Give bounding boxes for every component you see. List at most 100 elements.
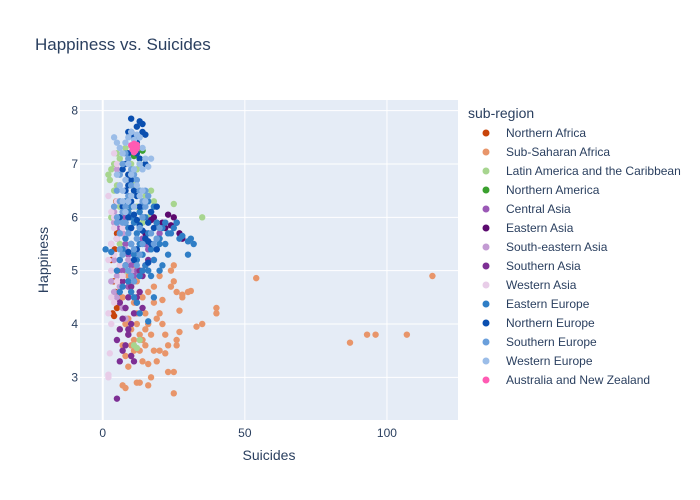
legend-item[interactable]: Western Europe [482, 354, 593, 368]
data-point[interactable] [113, 187, 121, 194]
data-point[interactable] [133, 299, 141, 306]
data-point[interactable] [119, 347, 126, 354]
data-point[interactable] [116, 230, 123, 237]
data-point[interactable] [113, 160, 121, 168]
data-point[interactable] [145, 360, 152, 368]
data-point[interactable] [127, 176, 135, 184]
legend-item[interactable]: Southern Asia [482, 259, 582, 273]
data-point[interactable] [113, 272, 121, 280]
data-point[interactable] [113, 278, 121, 285]
data-point[interactable] [127, 192, 135, 200]
data-point[interactable] [119, 224, 126, 232]
data-point[interactable] [127, 352, 135, 360]
data-point[interactable] [113, 395, 121, 402]
data-point[interactable] [133, 235, 141, 242]
legend-item[interactable]: Southern Europe [482, 335, 598, 349]
data-point[interactable] [105, 371, 112, 378]
data-point[interactable] [139, 187, 146, 194]
data-point[interactable] [119, 219, 126, 226]
data-point[interactable] [130, 358, 138, 365]
data-point[interactable] [133, 320, 141, 328]
data-point[interactable] [108, 208, 115, 216]
data-point[interactable] [133, 123, 141, 130]
data-point[interactable] [150, 198, 158, 205]
data-point[interactable] [136, 336, 143, 344]
data-point[interactable] [403, 331, 411, 338]
data-point[interactable] [153, 358, 160, 365]
data-point[interactable] [363, 331, 371, 338]
data-point[interactable] [116, 155, 123, 162]
data-point[interactable] [213, 310, 220, 317]
data-point[interactable] [199, 214, 206, 221]
data-point[interactable] [136, 155, 143, 162]
data-point[interactable] [150, 299, 158, 306]
data-point[interactable] [159, 320, 166, 328]
data-point[interactable] [127, 128, 135, 136]
data-point[interactable] [133, 262, 141, 269]
data-point[interactable] [153, 235, 160, 242]
data-point[interactable] [156, 272, 163, 280]
data-point[interactable] [176, 307, 183, 314]
data-point[interactable] [130, 166, 138, 173]
data-point[interactable] [173, 219, 180, 226]
data-point[interactable] [162, 331, 169, 338]
data-point[interactable] [139, 166, 146, 173]
data-point[interactable] [173, 288, 180, 296]
data-point[interactable] [106, 176, 114, 184]
data-point[interactable] [122, 139, 129, 146]
data-point[interactable] [145, 192, 152, 200]
data-point[interactable] [122, 320, 129, 328]
data-point[interactable] [136, 251, 143, 258]
legend-item[interactable]: Australia and New Zealand [482, 373, 651, 387]
data-point[interactable] [139, 358, 146, 365]
data-point[interactable] [133, 143, 140, 150]
data-point[interactable] [193, 323, 200, 330]
data-point[interactable] [145, 288, 152, 296]
data-point[interactable] [133, 176, 141, 184]
data-point[interactable] [108, 294, 115, 301]
legend-item[interactable]: Sub-Saharan Africa [482, 145, 611, 159]
data-point[interactable] [156, 224, 163, 232]
data-point[interactable] [156, 230, 163, 237]
data-point[interactable] [119, 251, 126, 258]
data-point[interactable] [125, 326, 132, 333]
legend-item[interactable]: Northern Europe [482, 316, 596, 330]
data-point[interactable] [153, 315, 160, 322]
data-point[interactable] [153, 246, 160, 253]
data-point[interactable] [125, 248, 132, 256]
data-point[interactable] [130, 187, 138, 194]
data-point[interactable] [142, 310, 149, 317]
data-point[interactable] [130, 336, 138, 344]
data-point[interactable] [127, 272, 135, 280]
data-point[interactable] [113, 214, 121, 221]
data-point[interactable] [173, 342, 180, 349]
data-point[interactable] [127, 115, 135, 122]
data-point[interactable] [159, 296, 166, 304]
data-point[interactable] [119, 278, 126, 285]
data-point[interactable] [119, 267, 126, 274]
data-point[interactable] [133, 230, 141, 237]
data-point[interactable] [179, 232, 186, 240]
data-point[interactable] [147, 208, 155, 216]
data-point[interactable] [122, 262, 129, 269]
data-point[interactable] [153, 203, 160, 210]
data-point[interactable] [156, 347, 163, 354]
data-point[interactable] [130, 246, 138, 253]
data-point[interactable] [147, 331, 155, 338]
data-point[interactable] [105, 310, 112, 317]
data-point[interactable] [150, 256, 158, 264]
data-point[interactable] [125, 278, 132, 285]
data-point[interactable] [139, 267, 146, 274]
data-point[interactable] [162, 219, 169, 226]
data-point[interactable] [130, 211, 138, 218]
data-point[interactable] [136, 288, 143, 296]
data-point[interactable] [130, 278, 138, 285]
data-point[interactable] [142, 203, 149, 210]
data-point[interactable] [110, 312, 118, 320]
data-point[interactable] [110, 288, 118, 296]
data-point[interactable] [119, 382, 126, 389]
data-point[interactable] [116, 358, 123, 365]
data-point[interactable] [156, 267, 163, 274]
data-point[interactable] [125, 294, 132, 301]
data-point[interactable] [139, 144, 146, 152]
